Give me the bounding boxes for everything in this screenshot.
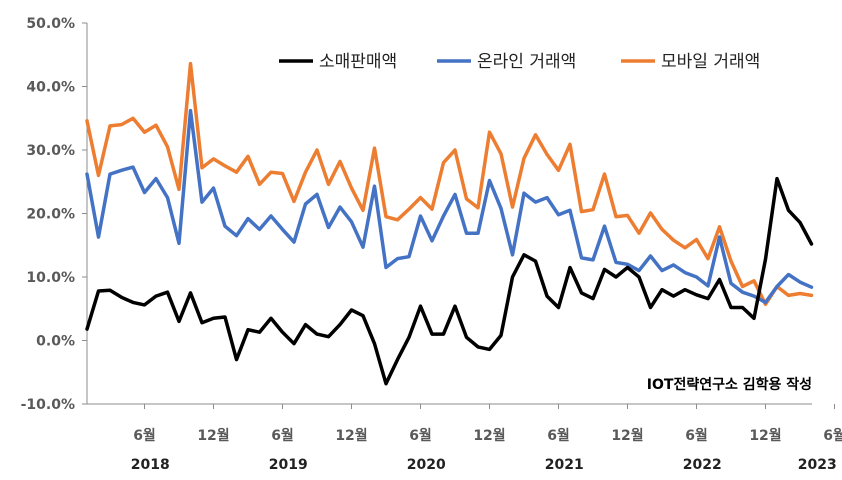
y-tick-label: 30.0% (26, 143, 75, 159)
year-label: 2021 (545, 457, 584, 473)
year-label: 2020 (407, 457, 446, 473)
x-tick-label: 6월 (547, 427, 570, 444)
y-axis: 50.0% 40.0% 30.0% 20.0% 10.0% 0.0% -10.0% (21, 16, 88, 413)
y-tick-label: -10.0% (21, 397, 75, 413)
credit-text: IOT전략연구소 김학용 작성 (647, 376, 812, 393)
legend: 소매판매액 온라인 거래액 모바일 거래액 (279, 52, 760, 72)
series-line-1 (85, 176, 814, 386)
x-tick-label: 6월 (409, 427, 432, 444)
series-line-2 (85, 108, 814, 305)
year-label: 2019 (269, 457, 308, 473)
x-tick-label: 6월 (685, 427, 708, 444)
y-tick-label: 20.0% (26, 207, 75, 223)
year-label: 2022 (683, 457, 722, 473)
year-label: 2023 (798, 457, 837, 473)
x-tick-label: 12월 (473, 427, 505, 444)
x-tick-label: 6월 (271, 427, 294, 444)
y-tick-label: 10.0% (26, 270, 75, 286)
x-tick-label: 12월 (611, 427, 643, 444)
series-line-3 (85, 61, 814, 307)
x-tick-label: 12월 (197, 427, 229, 444)
series-lines (85, 61, 814, 386)
legend-label: 온라인 거래액 (477, 52, 576, 72)
legend-label: 소매판매액 (319, 52, 397, 72)
x-tick-label: 6월 (133, 427, 156, 444)
y-tick-label: 0.0% (36, 334, 75, 350)
y-tick-label: 40.0% (26, 80, 75, 96)
year-label: 2018 (131, 457, 170, 473)
x-tick-label: 12월 (749, 427, 781, 444)
x-axis: 6월 12월 6월 12월 6월 12월 6월 12월 6월 12월 6월 2018 2019 2020 2… (87, 403, 842, 473)
legend-label: 모바일 거래액 (661, 52, 760, 72)
x-tick-label: 12월 (335, 427, 367, 444)
x-tick-label: 6월 (823, 427, 842, 444)
y-tick-label: 50.0% (26, 16, 75, 32)
